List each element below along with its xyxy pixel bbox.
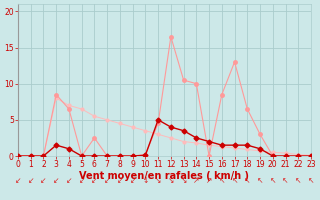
Text: ↙: ↙ <box>78 176 85 185</box>
Text: ↖: ↖ <box>270 176 276 185</box>
Text: ↖: ↖ <box>295 176 301 185</box>
Text: ↖: ↖ <box>219 176 225 185</box>
Text: ↖: ↖ <box>244 176 251 185</box>
Text: ↙: ↙ <box>104 176 110 185</box>
Text: ↙: ↙ <box>53 176 60 185</box>
Text: ↗: ↗ <box>206 176 212 185</box>
Text: ↖: ↖ <box>257 176 263 185</box>
Text: ↘: ↘ <box>155 176 161 185</box>
Text: ↘: ↘ <box>180 176 187 185</box>
Text: ↙: ↙ <box>40 176 47 185</box>
Text: ↓: ↓ <box>142 176 148 185</box>
X-axis label: Vent moyen/en rafales ( km/h ): Vent moyen/en rafales ( km/h ) <box>79 171 250 181</box>
Text: ↙: ↙ <box>117 176 123 185</box>
Text: ↘: ↘ <box>168 176 174 185</box>
Text: ↖: ↖ <box>282 176 289 185</box>
Text: ↖: ↖ <box>308 176 314 185</box>
Text: ↙: ↙ <box>91 176 98 185</box>
Text: ↙: ↙ <box>130 176 136 185</box>
Text: ↙: ↙ <box>15 176 21 185</box>
Text: ↖: ↖ <box>231 176 238 185</box>
Text: ↙: ↙ <box>28 176 34 185</box>
Text: ↗: ↗ <box>193 176 200 185</box>
Text: ↙: ↙ <box>66 176 72 185</box>
